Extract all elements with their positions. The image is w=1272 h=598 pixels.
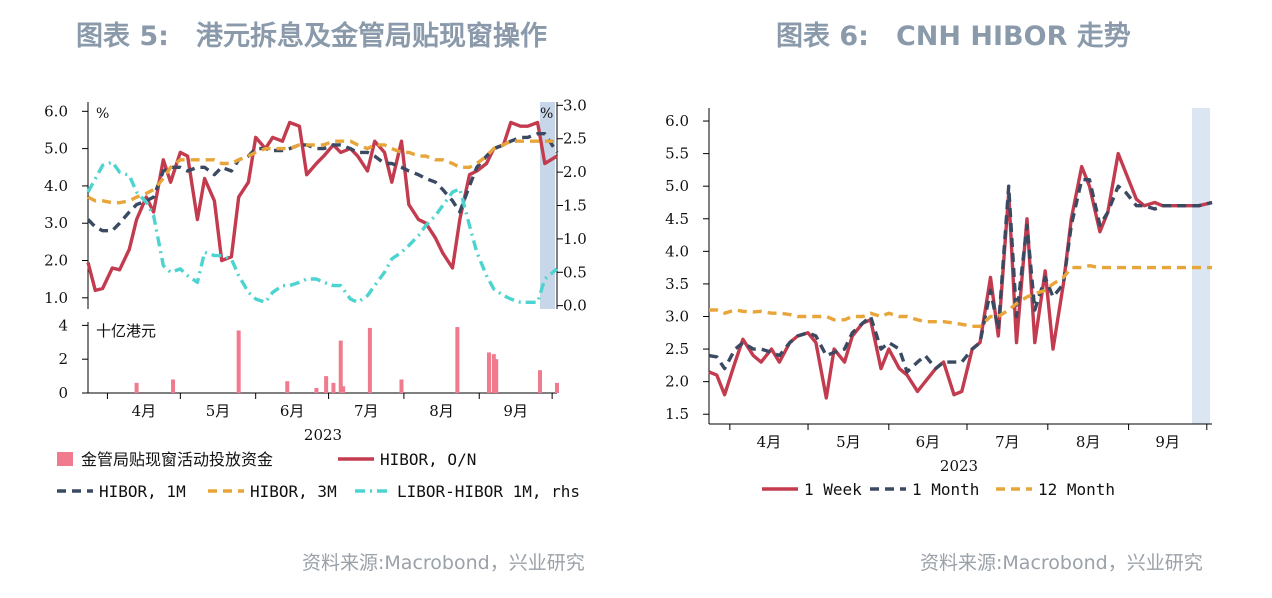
left-discount-window-bar — [324, 376, 329, 393]
right-legend-label: 1 Week — [804, 480, 862, 499]
left-legend-swatch — [57, 452, 73, 466]
left-rhs-y-tick-label: 1.0 — [563, 230, 587, 248]
right-legend-label: 12 Month — [1038, 480, 1115, 499]
left-x-tick-label: 9月 — [503, 402, 528, 420]
left-bar-y-tick-label: 2 — [58, 350, 68, 368]
right-x-tick-label: 8月 — [1076, 433, 1101, 451]
left-lhs-y-tick-label: 5.0 — [44, 140, 68, 158]
left-discount-window-bar — [367, 327, 372, 393]
left-discount-window-bar — [494, 359, 499, 393]
left-lhs-y-tick-label: 2.0 — [44, 252, 68, 270]
left-legend-label: HIBOR, O/N — [380, 450, 476, 469]
right-series-1-month — [708, 177, 1213, 374]
left-legend-label: LIBOR-HIBOR 1M, rhs — [397, 482, 580, 501]
left-discount-window-bar — [314, 387, 319, 393]
right-y-tick-label: 5.5 — [665, 145, 689, 163]
right-xlabel: 2023 — [940, 457, 978, 475]
left-discount-window-bar — [171, 379, 176, 393]
right-x-tick-label: 4月 — [757, 433, 782, 451]
right-series-12-month — [709, 264, 1212, 328]
right-highlight-band — [1192, 108, 1210, 424]
left-lhs-y-tick-label: 1.0 — [44, 289, 68, 307]
left-discount-window-bar — [236, 330, 241, 393]
left-discount-window-bar — [285, 381, 290, 393]
left-discount-window-bar — [338, 340, 343, 393]
right-x-tick-label: 5月 — [836, 433, 861, 451]
left-bar-chart: 十亿港元 0 2 4 4月 5月 6月 7月 8月 9月 2023 — [58, 316, 559, 444]
left-discount-window-bar — [555, 382, 559, 393]
left-rhs-y-tick-label: 0.5 — [563, 263, 587, 281]
right-y-tick-label: 4.0 — [665, 242, 689, 260]
right-y-tick-label: 3.5 — [665, 275, 689, 293]
right-y-tick-label: 4.5 — [665, 210, 689, 228]
left-source-note: 资料来源:Macrobond，兴业研究 — [302, 552, 585, 574]
left-legend-label: HIBOR, 1M — [99, 482, 186, 501]
left-unit-right: % — [540, 106, 553, 122]
left-x-tick-label: 6月 — [280, 402, 305, 420]
left-rhs-y-tick-label: 2.5 — [563, 130, 587, 148]
right-series-1-week — [708, 151, 1213, 400]
right-chart: 1.5 2.0 2.5 3.0 3.5 4.0 4.5 5.0 5.5 6.0 4月 5月 6月 7月 8… — [665, 108, 1213, 475]
right-legend: 1 Week 1 Month 12 Month — [762, 480, 1115, 499]
left-series-libor-hibor-1m-rhs — [86, 160, 559, 304]
left-discount-window-bar — [134, 382, 139, 393]
left-rhs-y-tick-label: 0.0 — [563, 297, 587, 315]
left-bar-y-tick-label: 0 — [58, 384, 68, 402]
left-unit-left: % — [96, 106, 109, 122]
right-y-tick-label: 2.5 — [665, 340, 689, 358]
left-discount-window-bar — [491, 354, 496, 393]
left-x-tick-label: 4月 — [132, 402, 157, 420]
left-discount-window-bar — [486, 352, 491, 393]
left-legend-label: HIBOR, 3M — [250, 482, 337, 501]
left-rhs-y-tick-label: 1.5 — [563, 197, 587, 215]
left-discount-window-bar — [537, 370, 542, 393]
right-y-tick-label: 6.0 — [665, 112, 689, 130]
left-x-tick-label: 7月 — [354, 402, 379, 420]
left-discount-window-bar — [331, 382, 336, 393]
right-x-tick-label: 7月 — [995, 433, 1020, 451]
left-x-tick-label: 5月 — [206, 402, 231, 420]
right-y-tick-label: 2.0 — [665, 373, 689, 391]
left-discount-window-bar — [341, 386, 346, 393]
left-discount-window-bar — [455, 327, 460, 393]
left-series-hibor-1m — [86, 131, 559, 233]
left-discount-window-bar — [399, 379, 404, 393]
left-x-tick-label: 8月 — [429, 402, 454, 420]
left-lhs-y-tick-label: 3.0 — [44, 214, 68, 232]
right-y-tick-label: 3.0 — [665, 307, 689, 325]
right-y-tick-label: 1.5 — [665, 405, 689, 423]
left-series-hibor-o-n — [86, 120, 558, 293]
right-chart-title: 图表 6: CNH HIBOR 走势 — [776, 21, 1131, 52]
left-rhs-y-tick-label: 2.0 — [563, 163, 587, 181]
left-top-chart: % % 1.0 2.0 3.0 4.0 5.0 6.0 0.0 0.5 1.0 1.5 2.0 2.… — [44, 96, 587, 314]
left-bar-unit: 十亿港元 — [96, 322, 156, 340]
left-rhs-y-tick-label: 3.0 — [563, 96, 587, 114]
right-source-note: 资料来源:Macrobond，兴业研究 — [920, 552, 1203, 574]
right-legend-label: 1 Month — [912, 480, 979, 499]
right-x-tick-label: 6月 — [916, 433, 941, 451]
left-xlabel: 2023 — [304, 426, 342, 444]
left-legend-label: 金管局贴现窗活动投放资金 — [81, 450, 273, 469]
left-legend: 金管局贴现窗活动投放资金 HIBOR, O/N HIBOR, 1M HIBOR, 3M… — [57, 450, 580, 501]
right-x-tick-label: 9月 — [1155, 433, 1180, 451]
left-lhs-y-tick-label: 6.0 — [44, 102, 68, 120]
left-chart-title: 图表 5: 港元拆息及金管局贴现窗操作 — [76, 21, 547, 52]
right-y-tick-label: 5.0 — [665, 177, 689, 195]
left-lhs-y-tick-label: 4.0 — [44, 177, 68, 195]
left-bar-y-tick-label: 4 — [58, 316, 68, 334]
